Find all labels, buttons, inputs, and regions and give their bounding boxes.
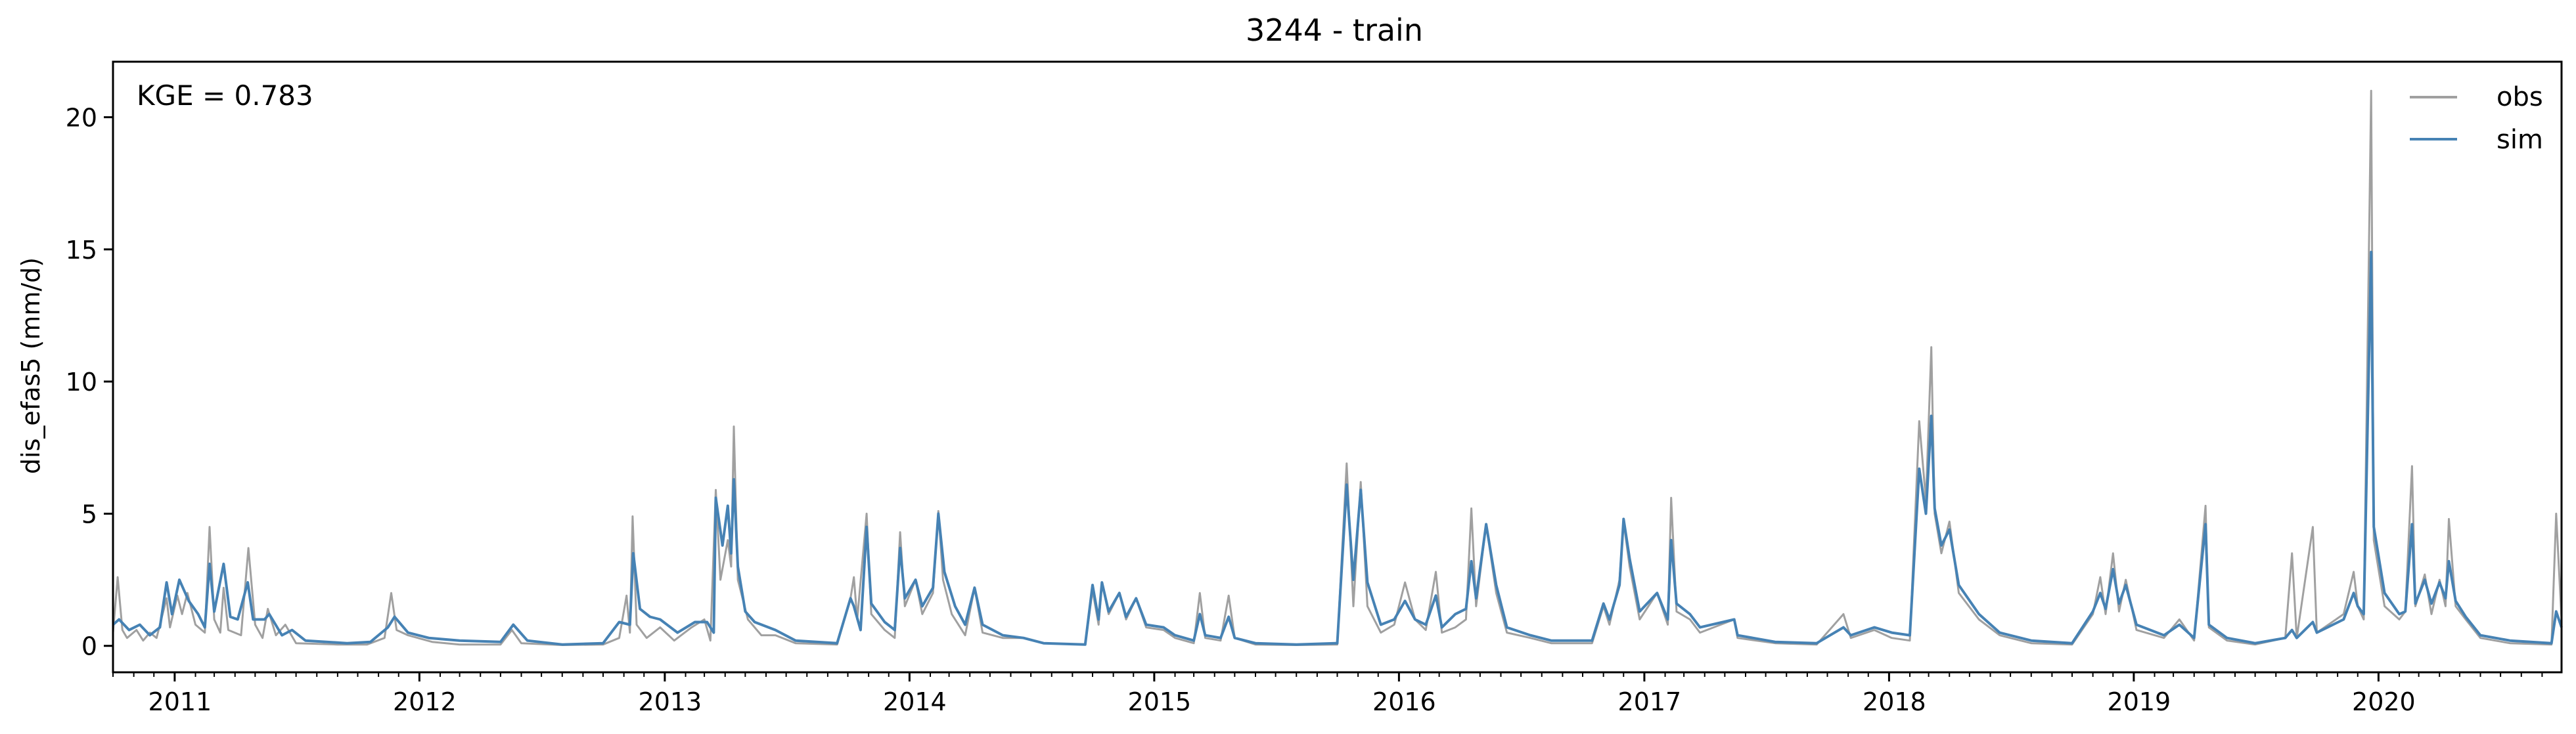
y-tick-label: 5 — [81, 500, 97, 529]
series-line-sim — [112, 250, 2563, 646]
y-tick-label: 15 — [66, 236, 97, 265]
x-tick-label: 2011 — [148, 687, 212, 716]
x-tick-label: 2016 — [1372, 687, 1436, 716]
series-layer — [112, 89, 2563, 646]
chart-title: 3244 - train — [1246, 12, 1423, 48]
x-axis-ticks: 2011 2012 2013 2014 2015 2016 2017 2018 2019 2020 — [112, 672, 2543, 716]
legend: obs sim — [2410, 82, 2543, 155]
x-tick-label: 2018 — [1863, 687, 1926, 716]
y-tick-label: 0 — [81, 632, 97, 661]
x-tick-label: 2019 — [2108, 687, 2171, 716]
legend-label-sim: sim — [2497, 125, 2543, 155]
x-tick-label: 2020 — [2352, 687, 2416, 716]
x-tick-label: 2015 — [1128, 687, 1192, 716]
x-tick-label: 2017 — [1618, 687, 1682, 716]
x-tick-label: 2014 — [883, 687, 947, 716]
kge-annotation: KGE = 0.783 — [137, 79, 313, 112]
y-tick-label: 20 — [66, 104, 97, 133]
series-line-obs — [112, 89, 2563, 646]
axes-frame — [112, 60, 2563, 674]
x-tick-label: 2012 — [393, 687, 457, 716]
legend-label-obs: obs — [2497, 82, 2543, 112]
y-tick-label: 10 — [66, 368, 97, 397]
x-tick-label: 2013 — [639, 687, 702, 716]
y-axis-label: dis_efas5 (mm/d) — [16, 257, 45, 474]
y-axis-ticks: 0 5 10 15 20 — [66, 104, 113, 661]
